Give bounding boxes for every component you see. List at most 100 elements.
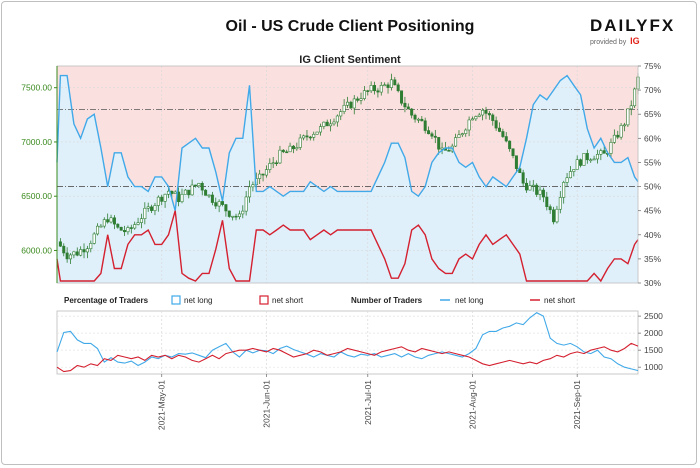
- candle-body: [291, 145, 295, 150]
- candle-body: [470, 118, 474, 121]
- candle-body: [92, 233, 96, 244]
- x-tick-label: 2021-Aug-01: [467, 380, 477, 429]
- candle-body: [69, 254, 73, 260]
- candle-body: [369, 85, 373, 92]
- candle-body: [437, 137, 441, 150]
- candle-body: [329, 123, 333, 127]
- right-tick-label: 65%: [644, 109, 661, 119]
- candle-body: [109, 217, 113, 223]
- candle-body: [295, 147, 299, 150]
- candle-body: [602, 150, 606, 154]
- candle-body: [477, 114, 481, 117]
- candle-body: [568, 171, 572, 179]
- candle-body: [464, 129, 468, 134]
- legend-number-label: Number of Traders: [351, 296, 423, 305]
- net-long-area: [57, 75, 638, 283]
- left-tick-label: 6000.00: [21, 245, 52, 255]
- x-tick-label: 2021-Jul-01: [363, 380, 373, 425]
- candle-body: [420, 118, 424, 122]
- candle-body: [237, 213, 241, 217]
- candle-body: [153, 205, 157, 211]
- brand-provided: provided by IG: [590, 36, 675, 46]
- right-tick-label: 35%: [644, 254, 661, 264]
- reference-lines: [57, 109, 638, 187]
- price-candles: [58, 73, 640, 264]
- candle-body: [457, 134, 461, 138]
- candle-body: [619, 125, 623, 138]
- candle-body: [599, 150, 603, 155]
- candle-body: [548, 206, 552, 211]
- candle-body: [528, 185, 532, 191]
- candle-body: [440, 147, 444, 150]
- candle-body: [494, 120, 498, 129]
- candle-body: [143, 207, 147, 219]
- candle-body: [467, 119, 471, 131]
- candle-body: [498, 127, 502, 132]
- candle-body: [79, 249, 83, 256]
- candle-body: [281, 149, 285, 153]
- candle-body: [555, 208, 559, 223]
- lower-plot-border: [56, 310, 639, 375]
- candle-body: [535, 184, 539, 195]
- candle-body: [133, 224, 137, 229]
- candle-body: [200, 182, 204, 191]
- candle-body: [379, 85, 383, 93]
- candle-body: [244, 196, 248, 212]
- candle-body: [525, 182, 529, 191]
- candle-body: [99, 225, 103, 228]
- x-tick-label: 2021-Jun-01: [261, 380, 271, 428]
- candle-body: [595, 154, 599, 160]
- candle-body: [423, 120, 427, 131]
- candle-body: [193, 184, 197, 187]
- candle-body: [139, 218, 143, 223]
- ig-logo: IG: [630, 36, 640, 46]
- candle-body: [129, 227, 133, 229]
- candle-body: [352, 98, 356, 109]
- candle-body: [433, 135, 437, 138]
- candle-body: [75, 251, 79, 256]
- candle-body: [271, 162, 275, 165]
- candle-body: [231, 215, 235, 218]
- candle-body: [633, 88, 637, 107]
- candle-body: [612, 134, 616, 143]
- candle-body: [430, 133, 434, 137]
- candle-body: [221, 201, 225, 205]
- candle-body: [447, 150, 451, 152]
- candle-body: [187, 189, 191, 196]
- candle-body: [180, 193, 184, 203]
- candle-body: [335, 115, 339, 123]
- candle-body: [349, 101, 353, 109]
- candle-body: [396, 84, 400, 92]
- candle-body: [302, 135, 306, 139]
- candle-body: [85, 248, 89, 253]
- candle-body: [460, 133, 464, 136]
- candle-body: [288, 145, 292, 153]
- candle-body: [204, 189, 208, 196]
- candle-body: [504, 136, 508, 142]
- lower-right-tick-label: 2000: [644, 328, 663, 338]
- lower-right-tick-label: 1500: [644, 345, 663, 355]
- candle-body: [345, 101, 349, 106]
- candle-body: [389, 79, 393, 88]
- candle-body: [626, 108, 630, 126]
- dailyfx-logo: DAILYFX provided by IG: [590, 16, 675, 46]
- candle-body: [102, 219, 106, 227]
- candle-body: [585, 153, 589, 161]
- lower-right-tick-label: 1000: [644, 362, 663, 372]
- candle-body: [62, 245, 66, 254]
- num-short-line: [56, 342, 639, 373]
- right-tick-label: 40%: [644, 230, 661, 240]
- net-short-pct-line: [56, 210, 639, 283]
- candle-body: [491, 114, 495, 121]
- candle-body: [251, 184, 255, 188]
- candle-body: [427, 130, 431, 135]
- candle-body: [484, 109, 488, 114]
- lower-right-tick-label: 2500: [644, 311, 663, 321]
- num-long-line: [56, 312, 639, 372]
- candle-body: [474, 116, 478, 120]
- candle-body: [552, 209, 556, 223]
- main-axes: 6000.00 6500.00 7000.00 7500.00 30% 35% 40% 45%…: [21, 61, 661, 288]
- candle-body: [183, 189, 187, 195]
- right-tick-label: 50%: [644, 182, 661, 192]
